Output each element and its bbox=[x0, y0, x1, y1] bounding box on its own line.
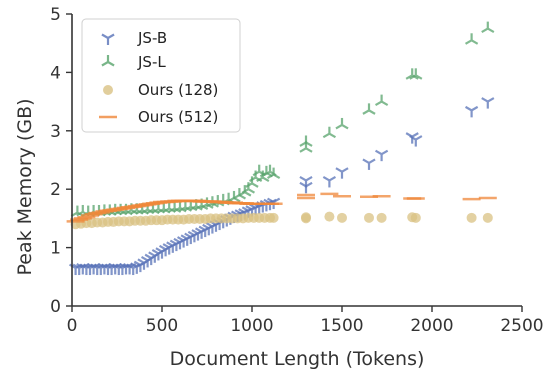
point-js-b-57 bbox=[299, 175, 313, 188]
point-js-b-64 bbox=[464, 105, 479, 118]
point-ours-128-46 bbox=[466, 212, 477, 223]
y-tick-label: 2 bbox=[50, 180, 61, 200]
legend-label-ours-128: Ours (128) bbox=[138, 81, 218, 99]
x-tick-label: 2000 bbox=[410, 316, 453, 336]
y-tick-label: 0 bbox=[50, 297, 61, 317]
point-ours-128-40 bbox=[324, 211, 335, 222]
x-tick-label: 1000 bbox=[230, 316, 273, 336]
legend-marker-js-l bbox=[101, 55, 115, 67]
point-js-l-44 bbox=[362, 103, 376, 115]
legend-label-ours-512: Ours (512) bbox=[138, 108, 218, 126]
point-ours-128-43 bbox=[376, 212, 387, 223]
point-js-l-42 bbox=[322, 126, 337, 139]
x-tick-label: 500 bbox=[146, 316, 178, 336]
point-ours-128-47 bbox=[482, 212, 493, 223]
legend-label-js-b: JS-B bbox=[137, 29, 167, 47]
point-js-b-63 bbox=[409, 135, 423, 147]
y-tick-label: 4 bbox=[50, 63, 61, 83]
y-tick-label: 1 bbox=[50, 239, 61, 259]
legend-marker-ours-128 bbox=[103, 85, 113, 95]
point-ours-128-37 bbox=[268, 212, 279, 223]
y-tick-label: 5 bbox=[50, 5, 61, 25]
x-tick-label: 1500 bbox=[320, 316, 363, 336]
x-tick-label: 2500 bbox=[500, 316, 543, 336]
point-js-l-49 bbox=[481, 21, 495, 34]
point-js-b-65 bbox=[481, 97, 495, 109]
point-js-l-43 bbox=[335, 117, 349, 130]
x-tick-label: 0 bbox=[67, 316, 78, 336]
y-axis-title: Peak Memory (GB) bbox=[14, 98, 36, 275]
point-ours-128-39 bbox=[301, 212, 311, 223]
point-js-l-39 bbox=[266, 167, 281, 180]
point-js-l-41 bbox=[299, 135, 313, 147]
point-js-l-48 bbox=[464, 33, 479, 45]
point-ours-128-42 bbox=[364, 212, 374, 223]
legend-marker-js-b bbox=[101, 33, 115, 45]
legend-frame bbox=[81, 18, 241, 133]
data-marks bbox=[66, 21, 497, 276]
point-js-b-58 bbox=[322, 175, 337, 188]
x-axis-title: Document Length (Tokens) bbox=[170, 348, 425, 370]
point-js-b-61 bbox=[374, 149, 389, 162]
legend: JS-B JS-L Ours (128) Ours (512) bbox=[81, 18, 241, 133]
tick-labels: 0 500 1000 1500 2000 2500 0 1 2 3 4 5 bbox=[50, 5, 543, 336]
point-ours-128-41 bbox=[337, 212, 347, 223]
point-ours-128-45 bbox=[410, 212, 421, 223]
y-tick-label: 3 bbox=[50, 122, 61, 142]
point-js-b-60 bbox=[362, 158, 376, 170]
legend-label-js-l: JS-L bbox=[137, 53, 166, 71]
point-js-b-59 bbox=[335, 167, 349, 179]
point-js-l-45 bbox=[374, 94, 389, 107]
point-js-l-47 bbox=[409, 68, 423, 80]
axes bbox=[66, 13, 523, 312]
